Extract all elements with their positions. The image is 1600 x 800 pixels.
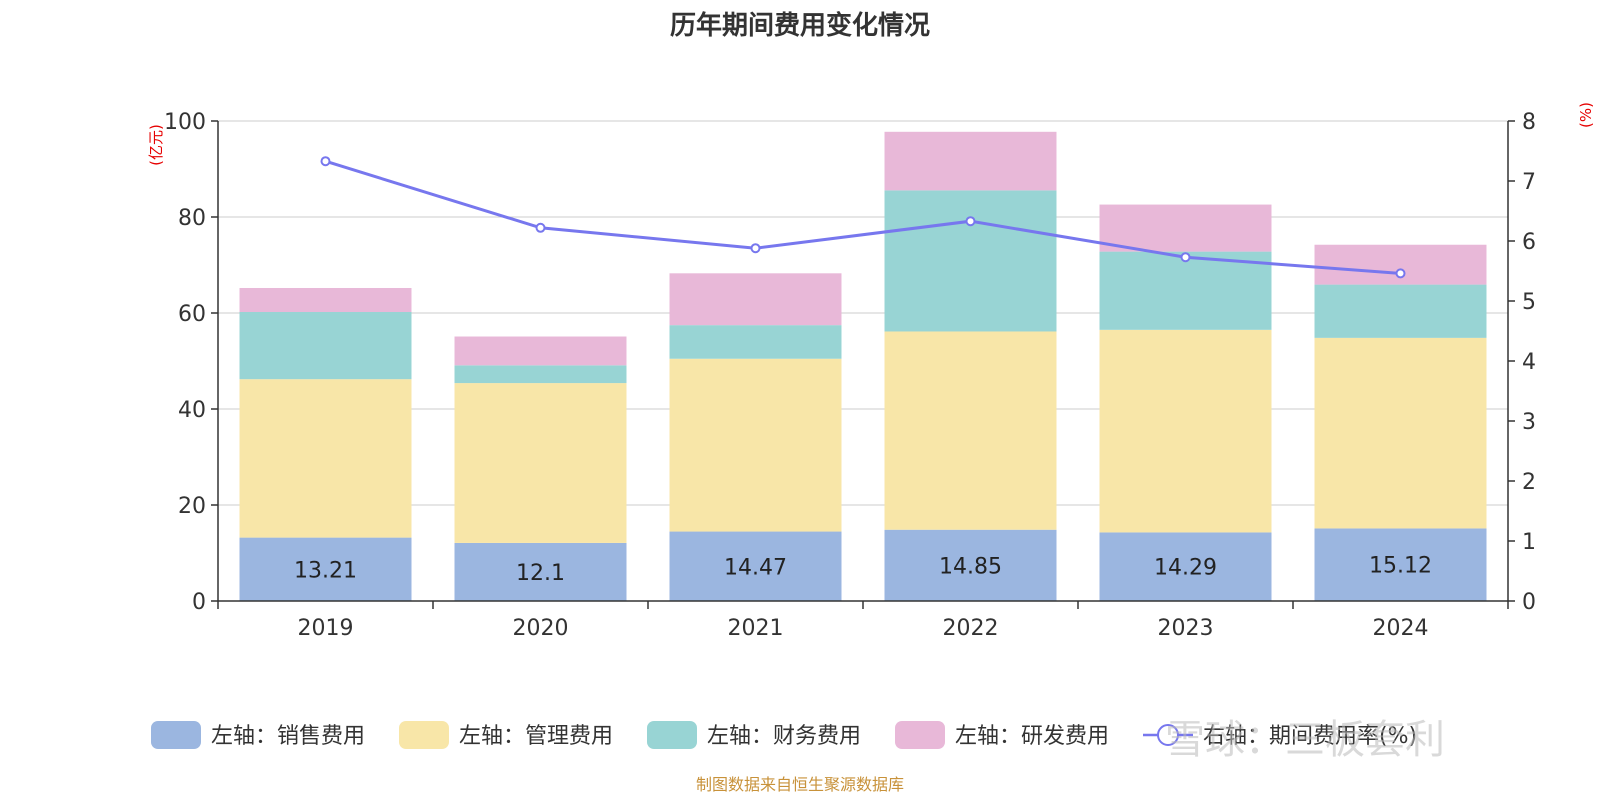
bar-2021-series-0 bbox=[669, 531, 842, 601]
legend-swatch bbox=[151, 721, 201, 749]
legend-swatch bbox=[399, 721, 449, 749]
gridlines bbox=[218, 120, 1508, 506]
bar-2021-series-1 bbox=[669, 358, 842, 532]
bar-2023-series-0 bbox=[1099, 532, 1272, 601]
rate-point bbox=[1395, 268, 1406, 279]
x-tick-label: 2024 bbox=[1373, 616, 1429, 641]
right-tick-label: 0 bbox=[1522, 590, 1536, 615]
rate-line bbox=[325, 159, 1401, 275]
bar-2024-series-1 bbox=[1314, 337, 1487, 529]
bar-2024-series-0 bbox=[1314, 528, 1487, 601]
bar-2022-series-0 bbox=[884, 529, 1057, 601]
bar-2023-series-2 bbox=[1099, 251, 1272, 330]
watermark: 雪球：三板套利 bbox=[1165, 717, 1445, 763]
bar-2019-series-3 bbox=[239, 287, 412, 312]
bar-2023-series-3 bbox=[1099, 204, 1272, 252]
rate-line-series bbox=[320, 156, 1406, 279]
bar-2021-series-3 bbox=[669, 273, 842, 326]
bar-2021-series-2 bbox=[669, 325, 842, 359]
bar-2019-series-0 bbox=[239, 537, 412, 601]
right-tick-label: 2 bbox=[1522, 470, 1536, 495]
x-tick-label: 2023 bbox=[1158, 616, 1214, 641]
bar-2022-series-3 bbox=[884, 131, 1057, 191]
right-tick-label: 1 bbox=[1522, 530, 1536, 555]
bar-value-label: 14.29 bbox=[1154, 556, 1217, 581]
x-tick-label: 2019 bbox=[298, 616, 354, 641]
bar-2020-series-3 bbox=[454, 336, 627, 366]
legend-label-4: 右轴：期间费用率(%) bbox=[1203, 724, 1417, 749]
left-tick-label: 80 bbox=[178, 206, 206, 231]
bar-2019-series-1 bbox=[239, 379, 412, 538]
bar-value-label: 13.21 bbox=[294, 558, 357, 583]
source-note: 制图数据来自恒生聚源数据库 bbox=[696, 775, 904, 794]
bar-value-label: 14.47 bbox=[724, 555, 787, 580]
bar-2019-series-2 bbox=[239, 311, 412, 380]
rate-point bbox=[535, 222, 546, 233]
chart-title: 历年期间费用变化情况 bbox=[670, 10, 930, 41]
left-tick-label: 40 bbox=[178, 398, 206, 423]
right-tick-label: 4 bbox=[1522, 350, 1536, 375]
x-tick-label: 2021 bbox=[728, 616, 784, 641]
bar-2024-series-2 bbox=[1314, 284, 1487, 338]
rate-point bbox=[320, 156, 331, 167]
bar-2022-series-2 bbox=[884, 190, 1057, 332]
right-tick-label: 7 bbox=[1522, 170, 1536, 195]
legend-marker bbox=[1157, 724, 1179, 746]
legend-label-0: 左轴：销售费用 bbox=[211, 724, 365, 749]
left-tick-label: 100 bbox=[164, 110, 206, 135]
left-tick-label: 0 bbox=[192, 590, 206, 615]
bar-2023-series-1 bbox=[1099, 329, 1272, 533]
bar-2024-series-3 bbox=[1314, 244, 1487, 285]
rate-point bbox=[1180, 252, 1191, 263]
bar-2020-series-2 bbox=[454, 365, 627, 384]
left-tick-label: 20 bbox=[178, 494, 206, 519]
legend-label-2: 左轴：财务费用 bbox=[707, 724, 861, 749]
right-tick-label: 8 bbox=[1522, 110, 1536, 135]
legend-swatch bbox=[647, 721, 697, 749]
left-tick-label: 60 bbox=[178, 302, 206, 327]
axes: 0 20 40 60 80 100 0 1 2 3 4 5 6 7 8 2019 2020 2021 2022 202… bbox=[164, 110, 1536, 641]
legend-label-3: 左轴：研发费用 bbox=[955, 724, 1109, 749]
right-tick-label: 5 bbox=[1522, 290, 1536, 315]
bar-2020-series-1 bbox=[454, 383, 627, 543]
bar-value-label: 14.85 bbox=[939, 554, 1002, 579]
legend-swatch bbox=[895, 721, 945, 749]
bar-series bbox=[239, 131, 1487, 601]
x-tick-label: 2022 bbox=[943, 616, 999, 641]
bar-value-label: 12.1 bbox=[516, 561, 565, 586]
rate-point bbox=[965, 216, 976, 227]
legend: 左轴：销售费用 左轴：管理费用 左轴：财务费用 左轴：研发费用 右轴：期间费用率(%) bbox=[151, 721, 1417, 749]
rate-point bbox=[750, 243, 761, 254]
right-tick-label: 3 bbox=[1522, 410, 1536, 435]
bar-2020-series-0 bbox=[454, 542, 627, 601]
left-axis-unit: (亿元) bbox=[147, 124, 165, 166]
bar-2022-series-1 bbox=[884, 331, 1057, 530]
legend-label-1: 左轴：管理费用 bbox=[459, 724, 613, 749]
x-tick-label: 2020 bbox=[513, 616, 569, 641]
bar-value-label: 15.12 bbox=[1369, 554, 1432, 579]
right-tick-label: 6 bbox=[1522, 230, 1536, 255]
bar-labels: 13.21 12.1 14.47 14.85 14.29 15.12 bbox=[294, 554, 1432, 586]
right-axis-unit: (%) bbox=[1577, 102, 1595, 128]
